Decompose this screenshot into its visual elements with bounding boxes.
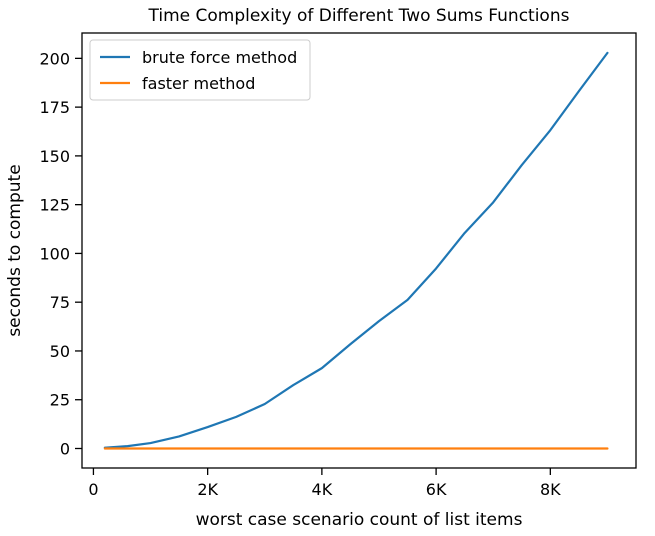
x-tick-label: 2K: [197, 480, 218, 499]
y-tick-label: 100: [39, 244, 70, 263]
y-tick-label: 125: [39, 196, 70, 215]
legend-label: faster method: [142, 74, 255, 93]
x-tick-label: 4K: [312, 480, 333, 499]
series-line-1: [103, 51, 609, 449]
y-tick-label: 175: [39, 98, 70, 117]
y-tick-label: 25: [50, 391, 70, 410]
chart-title: Time Complexity of Different Two Sums Fu…: [148, 6, 570, 26]
y-tick-label: 75: [50, 293, 70, 312]
x-tick-label: 6K: [426, 480, 447, 499]
x-axis: 0 2K 4K 6K 8K: [88, 468, 561, 499]
y-tick-label: 200: [39, 49, 70, 68]
x-tick-label: 8K: [540, 480, 561, 499]
plot-frame: [81, 32, 637, 469]
legend-label: brute force method: [142, 48, 297, 67]
y-tick-label: 150: [39, 147, 70, 166]
x-tick-label: 0: [88, 480, 98, 499]
y-tick-label: 50: [50, 342, 70, 361]
legend-box: [89, 39, 311, 101]
legend: brute force method faster method: [89, 39, 311, 101]
plot-area: [81, 32, 637, 469]
x-axis-label: worst case scenario count of list items: [196, 510, 523, 530]
y-axis: 0 25 50 75 100 125 150 175 200: [39, 49, 82, 458]
y-tick-label: 0: [60, 439, 70, 458]
y-axis-label: seconds to compute: [5, 164, 25, 336]
